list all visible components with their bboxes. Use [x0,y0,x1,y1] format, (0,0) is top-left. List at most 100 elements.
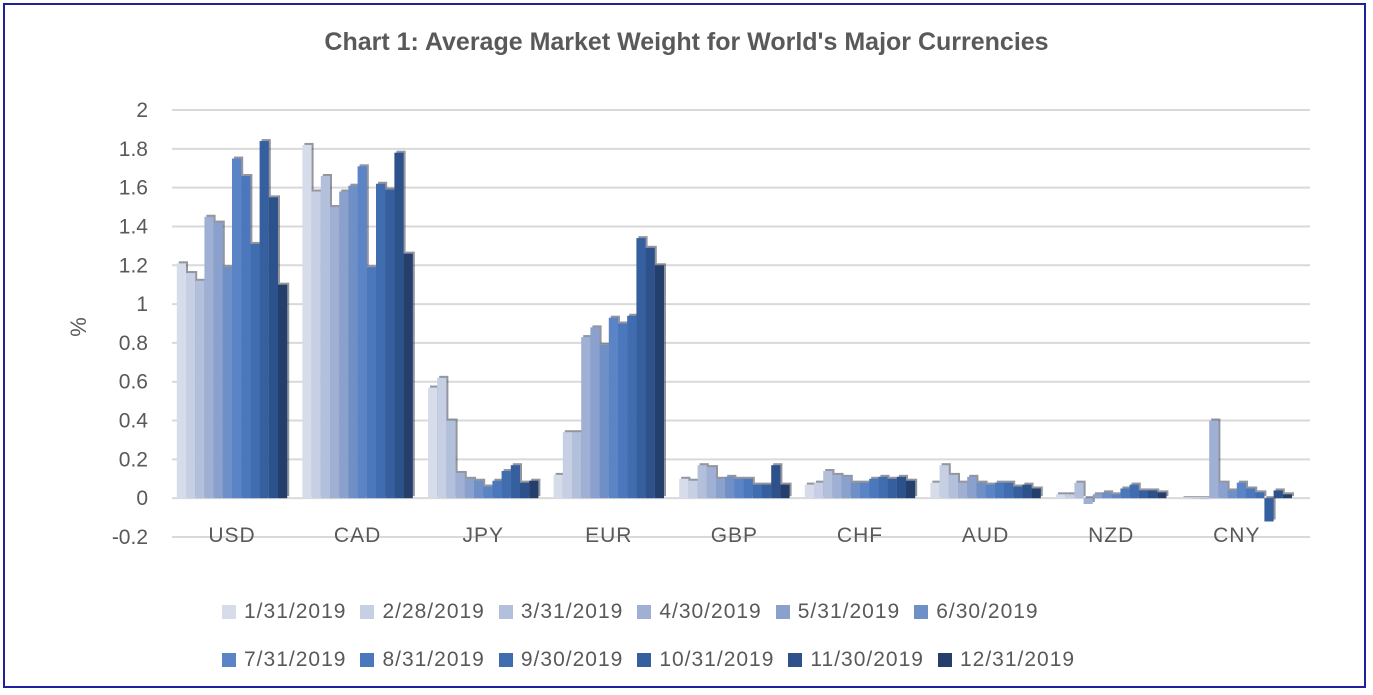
bar-nzd-11-30-2019 [1148,490,1158,499]
bar-shadow [1067,492,1077,497]
bar-chf-12-31-2019 [906,480,916,499]
legend-swatch [775,605,790,619]
bar-cad-6-30-2019 [348,185,358,499]
x-category-label: JPY [462,524,504,547]
bar-gbp-8-31-2019 [743,478,753,499]
legend-label: 6/30/2019 [936,600,1039,623]
bar-aud-12-31-2019 [1031,488,1041,499]
legend-swatch [360,653,375,667]
bar-aud-6-30-2019 [976,482,986,499]
legend-label: 9/30/2019 [520,648,624,671]
x-axis-labels: USD CAD JPY EUR GBP CHF AUD NZD CNY [208,524,1260,547]
bar-cad-5-31-2019 [339,191,349,499]
bar-nzd-4-30-2019 [1083,498,1093,505]
y-tick-label: 1.2 [119,254,148,277]
bar-nzd-3-31-2019 [1074,482,1084,499]
bar-eur-11-30-2019 [645,247,655,499]
bar-nzd-5-31-2019 [1092,494,1102,499]
bar-cny-9-30-2019 [1255,492,1265,499]
legend-item: 10/31/2019 [637,648,774,672]
bar-chf-7-31-2019 [860,482,870,499]
bar-jpy-12-31-2019 [529,480,539,499]
y-tick-label: 1 [136,293,148,316]
bar-aud-2-28-2019 [939,465,949,499]
x-category-label: AUD [962,524,1009,547]
bar-chf-3-31-2019 [823,471,833,499]
legend-label: 10/31/2019 [659,648,775,671]
bar-eur-7-31-2019 [608,317,618,499]
y-tick-label: 0.4 [119,410,149,433]
legend-label: 3/31/2019 [520,600,624,623]
legend-item: 7/31/2019 [222,648,346,672]
x-category-label: CNY [1213,524,1260,547]
bar-eur-2-28-2019 [562,432,572,499]
bar-cad-11-30-2019 [394,152,404,499]
bar-shadow [1183,496,1193,498]
bar-usd-7-31-2019 [232,158,242,499]
bar-cad-7-31-2019 [357,166,367,499]
bar-cny-6-30-2019 [1227,490,1237,499]
bar-gbp-11-30-2019 [771,465,781,499]
bar-cad-12-31-2019 [403,253,413,499]
x-category-label: EUR [585,524,632,547]
bar-shadow [1113,492,1123,497]
y-tick-label: -0.2 [112,526,148,549]
bar-usd-12-31-2019 [278,284,288,499]
legend-label: 1/31/2019 [244,600,347,623]
bar-usd-5-31-2019 [213,222,223,499]
bar-jpy-3-31-2019 [446,420,456,499]
bar-aud-8-31-2019 [994,482,1004,499]
legend-label: 2/28/2019 [382,600,485,623]
legend-label: 4/30/2019 [659,600,762,623]
bar-gbp-2-28-2019 [688,480,698,499]
bar-usd-6-30-2019 [222,267,232,499]
bar-gbp-1-31-2019 [679,478,689,499]
bar-jpy-8-31-2019 [492,480,502,499]
legend-swatch [360,605,375,619]
legend-label: 8/31/2019 [382,648,485,671]
bar-gbp-6-30-2019 [725,476,735,499]
bar-eur-12-31-2019 [654,265,664,499]
bar-gbp-10-31-2019 [762,484,772,499]
legend-swatch [914,605,929,619]
legend-swatch [788,653,803,667]
bar-chf-11-30-2019 [896,476,906,499]
bar-jpy-11-30-2019 [520,482,530,499]
legend-swatch [222,605,236,619]
y-tick-label: 1.6 [119,177,148,200]
bar-jpy-9-30-2019 [501,471,511,499]
legend-label: 11/30/2019 [810,648,924,671]
bar-cny-8-31-2019 [1246,488,1256,499]
bar-gbp-7-31-2019 [734,478,744,499]
bar-jpy-6-30-2019 [474,480,484,499]
bar-nzd-1-31-2019 [1056,494,1066,499]
bar-usd-9-30-2019 [250,243,260,499]
bar-cad-1-31-2019 [302,144,312,499]
bar-gbp-5-31-2019 [716,478,726,499]
bar-aud-5-31-2019 [967,476,977,499]
bar-cny-3-31-2019 [1200,498,1210,500]
bar-cny-5-31-2019 [1218,482,1228,499]
bar-shadow [1058,492,1068,497]
bar-cad-10-31-2019 [385,189,395,499]
bar-nzd-10-31-2019 [1138,490,1148,499]
bar-chf-6-30-2019 [850,482,860,499]
bar-nzd-7-31-2019 [1111,494,1121,499]
bar-cny-2-28-2019 [1190,498,1200,500]
legend-swatch [637,605,652,619]
legend-label: 12/31/2019 [959,648,1076,671]
legend-item: 1/31/2019 [222,600,346,624]
y-tick-label: 0.6 [119,371,148,394]
bar-aud-1-31-2019 [930,482,940,499]
bar-cad-8-31-2019 [366,267,376,499]
bar-usd-8-31-2019 [241,175,251,499]
legend-swatch [637,653,652,667]
bar-aud-9-30-2019 [1004,482,1014,499]
bar-gbp-4-30-2019 [706,467,716,499]
y-tick-label: 0.8 [119,332,148,355]
bar-cad-3-31-2019 [320,175,330,499]
bar-jpy-10-31-2019 [510,465,520,499]
bar-shadow [1284,492,1294,497]
y-tick-label: 1.8 [119,138,148,161]
x-category-label: CAD [334,524,381,547]
